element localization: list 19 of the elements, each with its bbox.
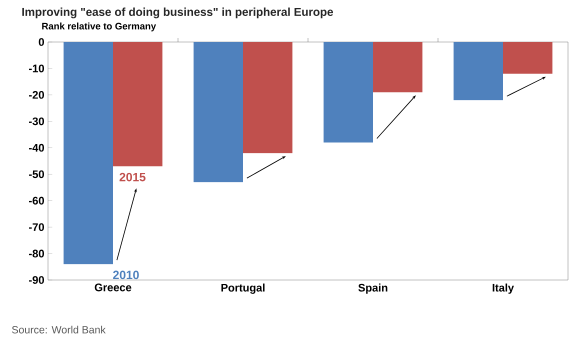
y-tick-label: -70 (28, 223, 44, 232)
x-tick-label: Greece (94, 284, 132, 292)
x-tick-label: Spain (358, 284, 388, 294)
chart-title: Improving "ease of doing business" in peripheral Europe (22, 8, 334, 18)
y-tick-label: -60 (28, 196, 44, 205)
y-tick-label: -50 (28, 170, 44, 178)
chart-subtitle: Rank relative to Germany (42, 22, 156, 32)
y-tick-label: -40 (28, 144, 44, 152)
y-tick-label: -90 (28, 276, 44, 284)
source-note: Source: World Bank (12, 326, 106, 334)
y-tick-label: -80 (28, 250, 44, 258)
x-tick-label: Italy (492, 284, 514, 294)
series-label: 2010 (113, 270, 139, 280)
y-tick-label: -10 (28, 64, 44, 72)
y-tick-label: -30 (28, 117, 44, 126)
x-tick-label: Portugal (221, 284, 265, 294)
series-label: 2015 (120, 172, 146, 182)
y-tick-label: -20 (28, 91, 44, 99)
y-tick-label: 0 (38, 38, 44, 46)
